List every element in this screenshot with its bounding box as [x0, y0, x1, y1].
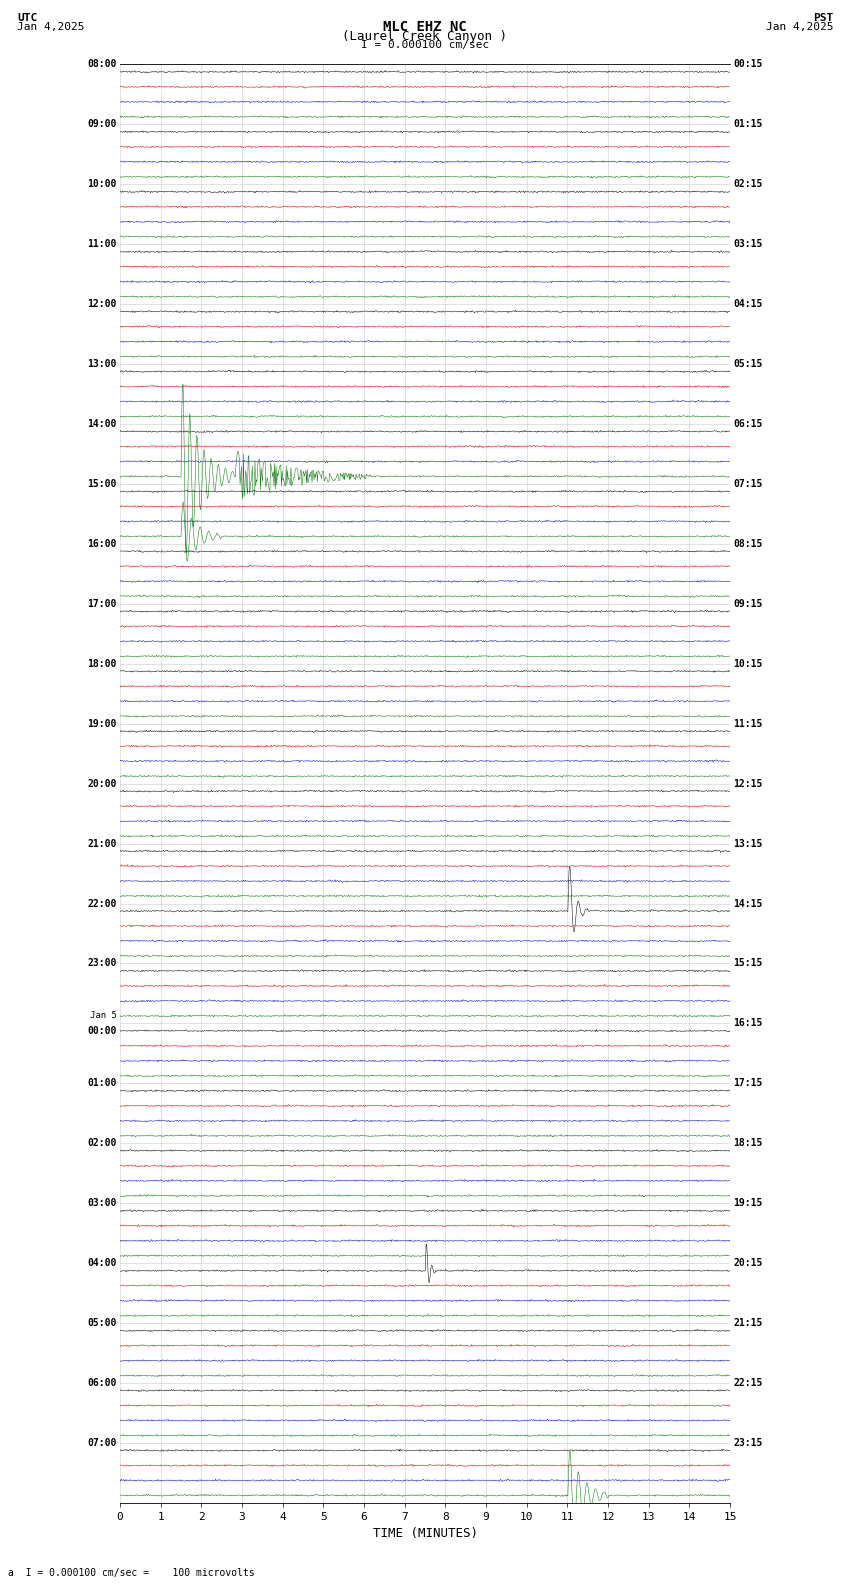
Text: 00:15: 00:15: [734, 59, 762, 70]
Text: 12:15: 12:15: [734, 779, 762, 789]
Text: 21:00: 21:00: [88, 838, 116, 849]
Text: PST: PST: [813, 13, 833, 22]
Text: UTC: UTC: [17, 13, 37, 22]
Text: 17:15: 17:15: [734, 1079, 762, 1088]
Text: 03:15: 03:15: [734, 239, 762, 249]
Text: 04:00: 04:00: [88, 1258, 116, 1269]
Text: 16:00: 16:00: [88, 539, 116, 550]
Text: 18:00: 18:00: [88, 659, 116, 668]
Text: 20:15: 20:15: [734, 1258, 762, 1269]
Text: 04:15: 04:15: [734, 299, 762, 309]
Text: 06:00: 06:00: [88, 1378, 116, 1388]
Text: 15:15: 15:15: [734, 958, 762, 968]
Text: 16:15: 16:15: [734, 1019, 762, 1028]
Text: 08:15: 08:15: [734, 539, 762, 550]
Text: 14:00: 14:00: [88, 420, 116, 429]
Text: 17:00: 17:00: [88, 599, 116, 608]
Text: I = 0.000100 cm/sec: I = 0.000100 cm/sec: [361, 40, 489, 49]
Text: 11:00: 11:00: [88, 239, 116, 249]
Text: Jan 4,2025: Jan 4,2025: [766, 22, 833, 32]
Text: 15:00: 15:00: [88, 478, 116, 489]
Text: 05:00: 05:00: [88, 1318, 116, 1327]
Text: 10:00: 10:00: [88, 179, 116, 188]
Text: 13:15: 13:15: [734, 838, 762, 849]
Text: (Laurel Creek Canyon ): (Laurel Creek Canyon ): [343, 30, 507, 43]
Text: 19:00: 19:00: [88, 719, 116, 729]
Text: 07:15: 07:15: [734, 478, 762, 489]
Text: 06:15: 06:15: [734, 420, 762, 429]
Text: 09:00: 09:00: [88, 119, 116, 130]
Text: 19:15: 19:15: [734, 1198, 762, 1209]
Text: 02:00: 02:00: [88, 1139, 116, 1148]
Text: 08:00: 08:00: [88, 59, 116, 70]
Text: a  I = 0.000100 cm/sec =    100 microvolts: a I = 0.000100 cm/sec = 100 microvolts: [8, 1568, 255, 1578]
Text: 03:00: 03:00: [88, 1198, 116, 1209]
Text: 05:15: 05:15: [734, 360, 762, 369]
Text: 20:00: 20:00: [88, 779, 116, 789]
Text: 09:15: 09:15: [734, 599, 762, 608]
X-axis label: TIME (MINUTES): TIME (MINUTES): [372, 1527, 478, 1541]
Text: MLC EHZ NC: MLC EHZ NC: [383, 19, 467, 33]
Text: 14:15: 14:15: [734, 898, 762, 909]
Text: 00:00: 00:00: [88, 1026, 116, 1036]
Text: 21:15: 21:15: [734, 1318, 762, 1327]
Text: 13:00: 13:00: [88, 360, 116, 369]
Text: 11:15: 11:15: [734, 719, 762, 729]
Text: 02:15: 02:15: [734, 179, 762, 188]
Text: 23:15: 23:15: [734, 1438, 762, 1448]
Text: 22:15: 22:15: [734, 1378, 762, 1388]
Text: 18:15: 18:15: [734, 1139, 762, 1148]
Text: 12:00: 12:00: [88, 299, 116, 309]
Text: Jan 5: Jan 5: [90, 1012, 116, 1020]
Text: 22:00: 22:00: [88, 898, 116, 909]
Text: Jan 4,2025: Jan 4,2025: [17, 22, 84, 32]
Text: 10:15: 10:15: [734, 659, 762, 668]
Text: 01:15: 01:15: [734, 119, 762, 130]
Text: 23:00: 23:00: [88, 958, 116, 968]
Text: 07:00: 07:00: [88, 1438, 116, 1448]
Text: 01:00: 01:00: [88, 1079, 116, 1088]
